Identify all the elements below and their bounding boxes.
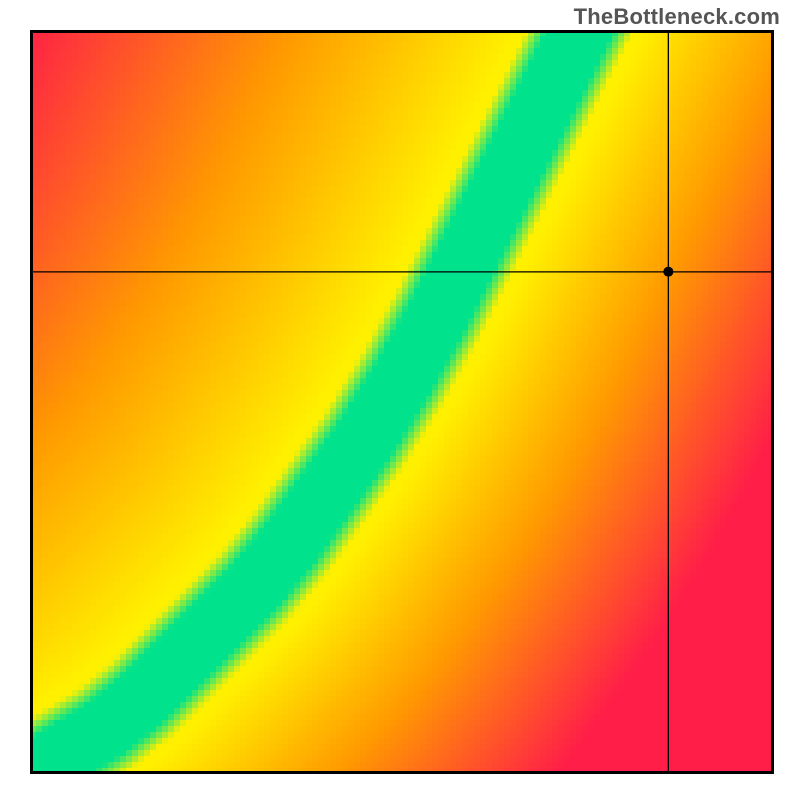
crosshair-overlay (30, 30, 774, 774)
chart-container: TheBottleneck.com (0, 0, 800, 800)
watermark-text: TheBottleneck.com (574, 4, 780, 30)
